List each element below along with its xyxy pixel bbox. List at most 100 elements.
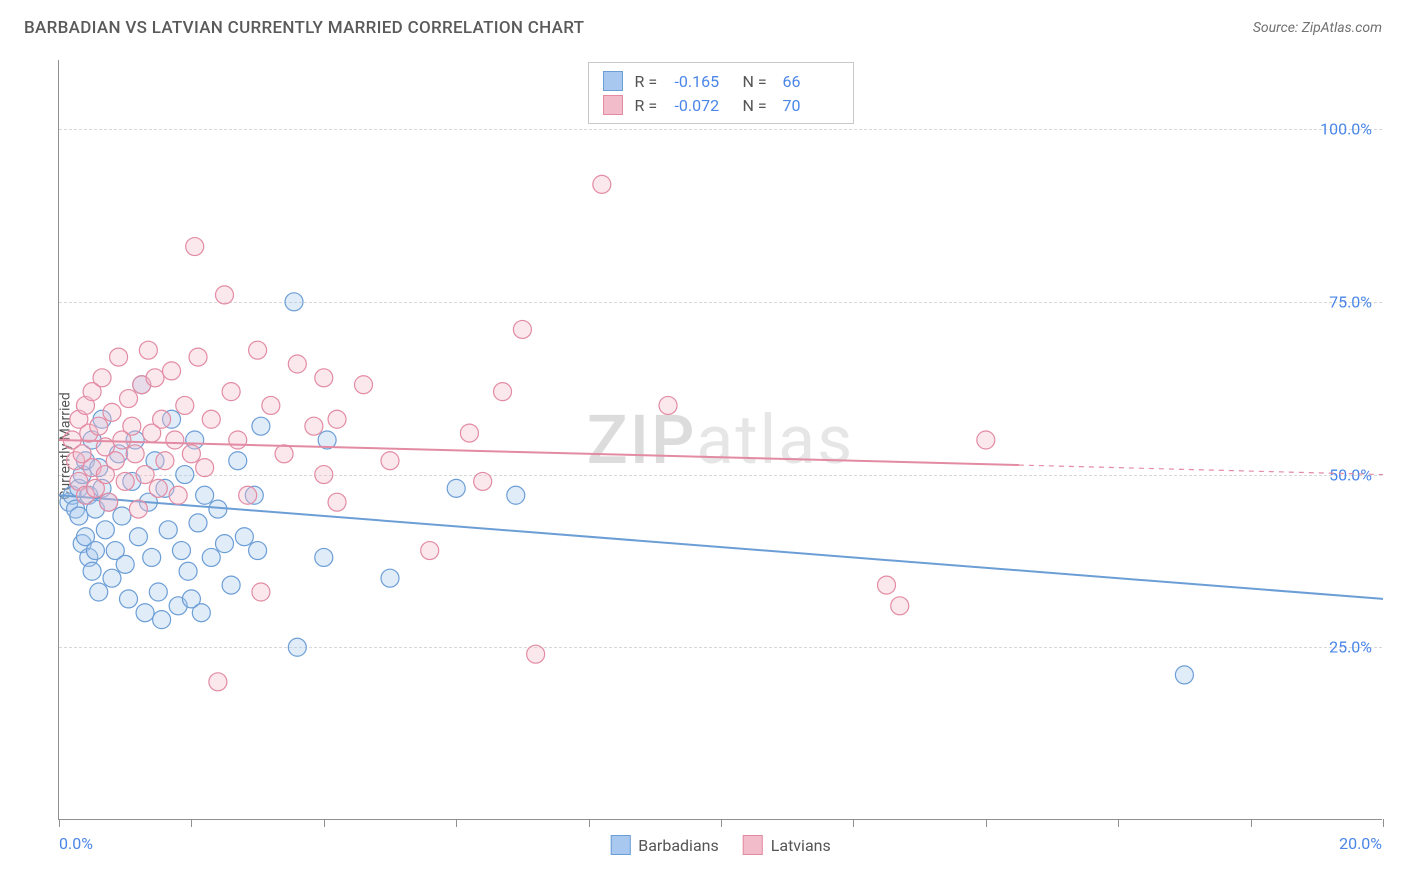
data-point [285,293,303,311]
n-label: N = [743,72,771,91]
data-point [275,445,293,463]
swatch-barbadians [603,71,623,91]
x-tick [1383,819,1384,827]
data-point [176,396,194,414]
data-point [149,583,167,601]
chart-plot-area: ZIPatlas R = -0.165 N = 66 R = -0.072 N … [58,60,1382,820]
legend-item-latvians: Latvians [743,835,831,855]
data-point [189,514,207,532]
swatch-barbadians [610,835,630,855]
x-tick-min: 0.0% [59,834,93,853]
series-legend: Barbadians Latvians [610,835,831,855]
data-point [93,369,111,387]
data-point [288,355,306,373]
x-tick [59,819,60,827]
data-point [216,535,234,553]
data-point [129,528,147,546]
data-point [153,410,171,428]
data-point [136,466,154,484]
data-point [166,431,184,449]
data-point [315,466,333,484]
data-point [163,362,181,380]
data-point [110,348,128,366]
data-point [116,472,134,490]
data-point [381,452,399,470]
data-point [239,486,257,504]
data-point [192,604,210,622]
data-point [288,638,306,656]
x-tick [1251,819,1252,827]
data-point [156,452,174,470]
x-tick [853,819,854,827]
swatch-latvians [743,835,763,855]
data-point [96,521,114,539]
data-point [100,493,118,511]
swatch-latvians [603,95,623,115]
data-point [474,472,492,490]
data-point [494,383,512,401]
data-point [229,431,247,449]
data-point [169,486,187,504]
data-point [186,238,204,256]
data-point [659,396,677,414]
data-point [189,348,207,366]
r-label: R = [635,72,663,91]
data-point [106,452,124,470]
data-point [328,493,346,511]
data-point [120,590,138,608]
data-point [209,673,227,691]
x-tick [1118,819,1119,827]
r-label: R = [635,96,663,115]
data-point [355,376,373,394]
data-point [86,542,104,560]
data-point [103,569,121,587]
data-point [113,507,131,525]
data-point [977,431,995,449]
data-point [305,417,323,435]
x-tick [589,819,590,827]
data-point [136,604,154,622]
data-point [381,569,399,587]
data-point [315,369,333,387]
n-value-latvians: 70 [783,96,839,115]
data-point [222,576,240,594]
data-point [90,417,108,435]
n-value-barbadians: 66 [783,72,839,91]
data-point [83,562,101,580]
data-point [176,466,194,484]
x-tick [191,819,192,827]
data-point [196,459,214,477]
data-point [120,390,138,408]
data-point [153,611,171,629]
x-tick-max: 20.0% [1339,834,1382,853]
data-point [878,576,896,594]
stats-row-latvians: R = -0.072 N = 70 [603,93,839,117]
data-point [202,548,220,566]
x-tick [324,819,325,827]
data-point [249,542,267,560]
page-title: BARBADIAN VS LATVIAN CURRENTLY MARRIED C… [24,18,584,38]
data-point [146,369,164,387]
data-point [507,486,525,504]
data-point [252,583,270,601]
x-tick [721,819,722,827]
data-point [593,175,611,193]
data-point [70,507,88,525]
data-point [527,645,545,663]
data-point [315,548,333,566]
data-point [182,445,200,463]
legend-label-barbadians: Barbadians [638,836,719,855]
data-point [513,320,531,338]
data-point [139,341,157,359]
x-tick [986,819,987,827]
data-point [149,479,167,497]
data-point [891,597,909,615]
data-point [126,445,144,463]
data-point [172,542,190,560]
stats-row-barbadians: R = -0.165 N = 66 [603,69,839,93]
source-credit: Source: ZipAtlas.com [1253,20,1382,36]
data-point [116,555,134,573]
data-point [421,542,439,560]
data-point [90,583,108,601]
x-tick [456,819,457,827]
